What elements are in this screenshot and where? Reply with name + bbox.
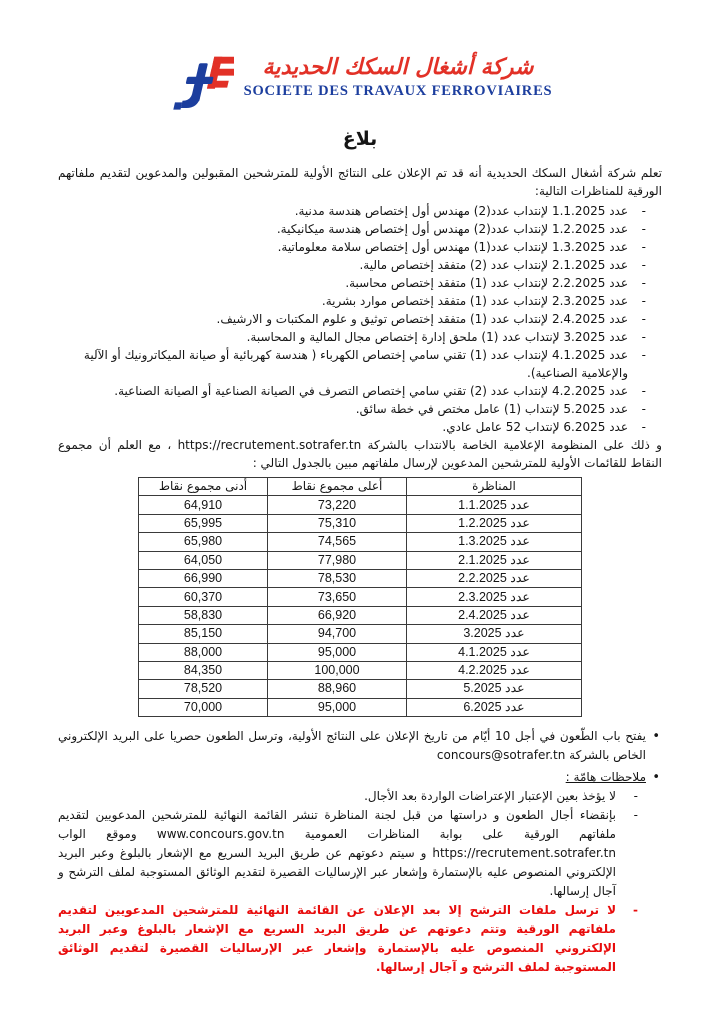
page-title: بلاغ xyxy=(342,128,378,150)
table-header-min-score: أدنى مجموع نقاط xyxy=(138,476,268,497)
company-name-french: SOCIETE DES TRAVAUX FERROVIAIRES xyxy=(243,83,553,100)
competition-item: عدد 4.1.2025 لإنتداب عدد (1) تقني سامي إ… xyxy=(58,346,662,382)
competitions-list: عدد 1.1.2025 لإنتداب عدد(2) مهندس أول إخ… xyxy=(58,202,662,436)
competition-item: عدد 1.2.2025 لإنتداب عدد(2) مهندس أول إخ… xyxy=(58,220,662,238)
recruitment-site-url: https://recrutement.sotrafer.tn xyxy=(432,846,616,861)
min-score-cell: 64,910 xyxy=(138,495,268,515)
competition-item: عدد 6.2025 لإنتداب 52 عامل عادي. xyxy=(58,418,662,436)
competition-item: عدد 4.2.2025 لإنتداب عدد (2) تقني سامي إ… xyxy=(58,382,662,400)
max-score-cell: 94,700 xyxy=(267,624,407,644)
appeals-email: concours@sotrafer.tn xyxy=(436,748,566,763)
contest-cell: عدد 1.2.2025 xyxy=(406,513,582,534)
table-row: عدد 2.1.2025 77,980 64,050 xyxy=(138,550,582,570)
min-score-cell: 65,980 xyxy=(138,532,268,552)
min-score-cell: 70,000 xyxy=(138,697,268,718)
company-name-arabic: شركة أشغال السكك الحديدية xyxy=(262,55,534,80)
competition-item: عدد 3.2025 لإنتداب عدد (1) ملحق إدارة إخ… xyxy=(58,328,662,346)
table-row: عدد 1.1.2025 73,220 64,910 xyxy=(138,495,582,515)
warning-note: لا ترسل ملفات الترشح إلا بعد الإعلان عن … xyxy=(58,901,662,977)
max-score-cell: 95,000 xyxy=(267,697,407,718)
min-score-cell: 84,350 xyxy=(138,660,268,681)
table-header-max-score: أعلى مجموع نقاط xyxy=(267,476,407,497)
contest-cell: عدد 1.1.2025 xyxy=(406,495,582,515)
max-score-cell: 77,980 xyxy=(267,550,407,570)
max-score-cell: 78,530 xyxy=(267,568,407,589)
competition-item: عدد 1.1.2025 لإنتداب عدد(2) مهندس أول إخ… xyxy=(58,202,662,220)
competition-item: عدد 2.3.2025 لإنتداب عدد (1) متفقد إختصا… xyxy=(58,292,662,310)
portal-text-after: ، مع العلم أن مجموع النقاط للقائمات الأو… xyxy=(58,438,662,470)
concours-portal-url: www.concours.gov.tn xyxy=(156,827,285,842)
note-late-objections: لا يؤخذ بعين الإعتبار الإعتراضات الواردة… xyxy=(58,787,662,806)
min-score-cell: 78,520 xyxy=(138,679,268,699)
contest-cell: عدد 2.2.2025 xyxy=(406,568,582,589)
table-row: عدد 2.4.2025 66,920 58,830 xyxy=(138,605,582,626)
recruitment-url: https://recrutement.sotrafer.tn xyxy=(177,438,362,452)
table-row: عدد 2.2.2025 78,530 66,990 xyxy=(138,568,582,589)
competition-item: عدد 5.2025 لإنتداب (1) عامل مختص في خطة … xyxy=(58,400,662,418)
contest-cell: عدد 3.2025 xyxy=(406,624,582,644)
max-score-cell: 73,650 xyxy=(267,587,407,607)
table-header-contest: المناظرة xyxy=(406,476,582,497)
company-names: شركة أشغال السكك الحديدية SOCIETE DES TR… xyxy=(244,52,553,100)
max-score-cell: 74,565 xyxy=(267,532,407,552)
contest-cell: عدد 1.3.2025 xyxy=(406,532,582,552)
final-list-text-before: بإنقضاء أجال الطعون و دراستها من قبل لجن… xyxy=(58,808,616,842)
competition-item: عدد 2.1.2025 لإنتداب عدد (2) متفقد إختصا… xyxy=(58,256,662,274)
competition-item: عدد 2.2.2025 لإنتداب عدد (1) متفقد إختصا… xyxy=(58,274,662,292)
min-score-cell: 58,830 xyxy=(138,605,268,626)
table-row: عدد 2.3.2025 73,650 60,370 xyxy=(138,587,582,607)
contest-cell: عدد 2.4.2025 xyxy=(406,605,582,626)
letterhead: شركة أشغال السكك الحديدية SOCIETE DES TR… xyxy=(58,52,662,116)
max-score-cell: 88,960 xyxy=(267,679,407,699)
contest-cell: عدد 4.2.2025 xyxy=(406,660,582,681)
min-score-cell: 88,000 xyxy=(138,642,268,662)
company-logo-mark-icon xyxy=(168,52,243,116)
max-score-cell: 66,920 xyxy=(267,605,407,626)
table-row: عدد 6.2025 95,000 70,000 xyxy=(138,697,582,718)
intro-paragraph: تعلم شركة أشغال السكك الحديدية أنه قد تم… xyxy=(58,166,662,198)
table-row: عدد 3.2025 94,700 85,150 xyxy=(138,624,582,644)
min-score-cell: 60,370 xyxy=(138,587,268,607)
table-row: عدد 4.1.2025 95,000 88,000 xyxy=(138,642,582,662)
min-score-cell: 64,050 xyxy=(138,550,268,570)
final-list-text-middle: وموقع الواب xyxy=(58,827,137,842)
table-row: عدد 1.2.2025 75,310 65,995 xyxy=(138,513,582,534)
max-score-cell: 95,000 xyxy=(267,642,407,662)
portal-text-before: و ذلك على المنظومة الإعلامية الخاصة بالا… xyxy=(367,438,662,452)
min-score-cell: 65,995 xyxy=(138,513,268,534)
max-score-cell: 73,220 xyxy=(267,495,407,515)
contest-cell: عدد 2.1.2025 xyxy=(406,550,582,570)
min-score-cell: 66,990 xyxy=(138,568,268,589)
appeals-note: يفتح باب الطّعون في أجل 10 أيّام من تاري… xyxy=(58,727,662,765)
contest-cell: عدد 6.2025 xyxy=(406,697,582,718)
table-row: عدد 1.3.2025 74,565 65,980 xyxy=(138,532,582,552)
note-final-list: بإنقضاء أجال الطعون و دراستها من قبل لجن… xyxy=(58,806,662,901)
table-row: عدد 4.2.2025 100,000 84,350 xyxy=(138,660,582,681)
company-logo: شركة أشغال السكك الحديدية SOCIETE DES TR… xyxy=(168,52,553,116)
final-list-text-after: و سيتم دعوتهم عن طريق البريد السريع مع ا… xyxy=(58,846,616,899)
competition-item: عدد 2.4.2025 لإنتداب عدد (1) متفقد إختصا… xyxy=(58,310,662,328)
max-score-cell: 75,310 xyxy=(267,513,407,534)
min-score-cell: 85,150 xyxy=(138,624,268,644)
portal-paragraph: و ذلك على المنظومة الإعلامية الخاصة بالا… xyxy=(58,436,662,472)
competition-item: عدد 1.3.2025 لإنتداب عدد(1) مهندس أول إخ… xyxy=(58,238,662,256)
notes-section-title: ملاحظات هامّة : xyxy=(58,768,662,787)
table-header-row: المناظرة أعلى مجموع نقاط أدنى مجموع نقاط xyxy=(138,476,582,497)
contest-cell: عدد 4.1.2025 xyxy=(406,642,582,662)
table-row: عدد 5.2025 88,960 78,520 xyxy=(138,679,582,699)
max-score-cell: 100,000 xyxy=(267,660,407,681)
contest-cell: عدد 2.3.2025 xyxy=(406,587,582,607)
results-table: المناظرة أعلى مجموع نقاط أدنى مجموع نقاط… xyxy=(138,476,582,718)
appeals-text: يفتح باب الطّعون في أجل 10 أيّام من تاري… xyxy=(58,729,647,763)
contest-cell: عدد 5.2025 xyxy=(406,679,582,699)
